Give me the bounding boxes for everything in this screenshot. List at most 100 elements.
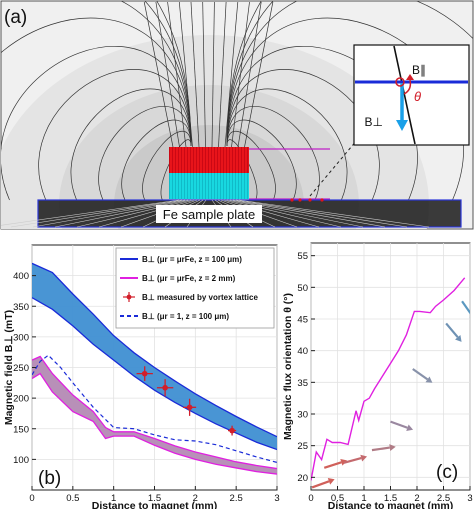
panel-c-gridlines — [310, 243, 471, 490]
series-line — [32, 354, 277, 464]
panel-b-bands — [32, 262, 277, 475]
plate-field-line — [232, 199, 386, 228]
plate-field-line — [1, 199, 180, 226]
orientation-arrowhead — [469, 317, 470, 319]
plate-label: Fe sample plate — [163, 207, 256, 222]
legend-box — [115, 247, 275, 329]
panel-c-xtick-label: 2 — [414, 493, 419, 504]
panel-c-ylabel: Magnetic flux orientation θ (°) — [282, 293, 294, 440]
field-lines — [1, 1, 473, 201]
panel-c-ytick-label: 45 — [297, 315, 308, 326]
field-line — [142, 130, 192, 201]
measured-point — [141, 370, 148, 377]
band-lower-edge — [32, 372, 277, 475]
inset-field-line — [393, 45, 416, 145]
panel-b-xtick-label: 3 — [274, 493, 279, 504]
panel-b-axes: 0 0.5 1 1.5 2 2.5 3 100 150 200 250 300 350 400 Distan… — [3, 271, 280, 509]
panel-c-axes: 0 0.5 1 1.5 2 2.5 3 20 25 30 35 40 45 50 55 Distance to… — [282, 251, 473, 509]
panel-b-legend: B⊥ (μr = μrFe, z = 100 μm) B⊥ (μr = μrFe,… — [115, 247, 275, 329]
panel-b-xlabel: Distance to magnet (mm) — [92, 500, 217, 509]
panel-c-xtick-label: 0 — [308, 493, 313, 504]
panel-c-xtick-label: 3 — [467, 493, 472, 504]
panel-b-xtick-label: 2 — [193, 493, 198, 504]
orientation-arrow — [371, 446, 390, 452]
orientation-arrow — [461, 300, 470, 315]
field-line — [167, 1, 187, 148]
panel-b-ytick-label: 250 — [13, 363, 29, 374]
red-measure-points — [290, 198, 324, 202]
orientation-arrow — [343, 457, 362, 464]
field-line — [226, 69, 380, 201]
panel-b-ytick-label: 400 — [13, 271, 29, 282]
inset-pointer — [309, 139, 358, 197]
panel-c-ytick-label: 25 — [297, 441, 308, 452]
plate-field-line — [235, 199, 408, 228]
panel-c-ytick-label: 30 — [297, 410, 308, 421]
panel-b-ytick-label: 100 — [13, 455, 29, 466]
panel-c-ytick-label: 50 — [297, 283, 308, 294]
legend-text: B⊥ measured by vortex lattice — [142, 293, 258, 302]
panel-c-ytick-label: 20 — [297, 473, 308, 484]
orientation-arrowhead — [360, 454, 368, 462]
legend-text: B⊥ (μr = μrFe, z = 2 mm) — [142, 274, 236, 283]
inset-zoom: B∥ θ B⊥ — [353, 44, 470, 146]
orientation-arrow — [390, 420, 408, 429]
measured-point — [162, 384, 168, 391]
panel-c-chart: 0 0.5 1 1.5 2 2.5 3 20 25 30 35 40 45 50 55 Distance to… — [282, 242, 473, 509]
panel-c-xlabel: Distance to magnet (mm) — [328, 500, 453, 509]
magnet-south — [169, 173, 249, 199]
band-upper-edge — [32, 355, 277, 470]
field-line — [226, 1, 473, 147]
field-line — [155, 1, 180, 148]
field-line — [226, 130, 276, 201]
plate-field-line — [223, 199, 320, 228]
field-line — [1, 17, 192, 147]
panel-c-xtick-label: 2.5 — [437, 493, 450, 504]
panel-c-xtick-label: 0.5 — [331, 493, 344, 504]
panel-b-measured-points — [136, 366, 237, 436]
panel-b-xtick-label: 1 — [111, 493, 116, 504]
field-line — [38, 69, 192, 201]
panel-c-label: (c) — [436, 462, 458, 483]
inset-bpar-label: B∥ — [412, 63, 426, 77]
theta-arc — [403, 79, 412, 95]
panel-b-ytick-label: 150 — [13, 424, 29, 435]
panel-b-series — [32, 354, 277, 464]
orientation-arrowhead — [389, 444, 396, 452]
band-lower-edge — [32, 297, 277, 451]
plate-field-line — [238, 199, 430, 228]
orientation-arrowhead — [425, 376, 433, 383]
band-upper-edge — [32, 262, 277, 438]
inset-bperp-head — [396, 120, 408, 131]
magnet-north — [169, 147, 249, 173]
plate-field-line — [98, 199, 195, 228]
field-line — [156, 1, 192, 147]
orientation-line — [311, 277, 466, 481]
plate-field-line — [226, 199, 342, 228]
inset-theta-label: θ — [414, 89, 421, 104]
field-line — [143, 1, 174, 148]
plate-label-bg — [156, 205, 262, 223]
measured-point — [229, 427, 235, 434]
panel-b-xtick-label: 0 — [29, 493, 34, 504]
field-line — [1, 1, 192, 147]
orientation-arrowhead — [327, 478, 335, 485]
panel-b-chart: 0 0.5 1 1.5 2 2.5 3 100 150 200 250 300 350 400 Distan… — [3, 244, 280, 509]
field-line — [178, 1, 193, 148]
inset-origin — [395, 77, 405, 87]
field-line — [231, 1, 250, 148]
panel-b-ylabel: Magnetic field B⊥ (mT) — [3, 310, 15, 425]
orientation-arrowhead — [406, 424, 414, 432]
legend-text: B⊥ (μr = 1, z = 100 μm) — [142, 312, 229, 321]
theta-arrowhead — [406, 74, 414, 80]
orientation-arrowhead — [340, 458, 348, 466]
panel-b-xtick-label: 0.5 — [66, 493, 79, 504]
orientation-arrow — [445, 322, 459, 338]
field-line — [202, 1, 206, 148]
field-line — [144, 1, 192, 147]
plate-field-line — [76, 199, 192, 228]
panel-c-ytick-label: 55 — [297, 251, 308, 262]
orientation-arrow — [311, 480, 330, 489]
panel-c-ytick-label: 40 — [297, 346, 308, 357]
